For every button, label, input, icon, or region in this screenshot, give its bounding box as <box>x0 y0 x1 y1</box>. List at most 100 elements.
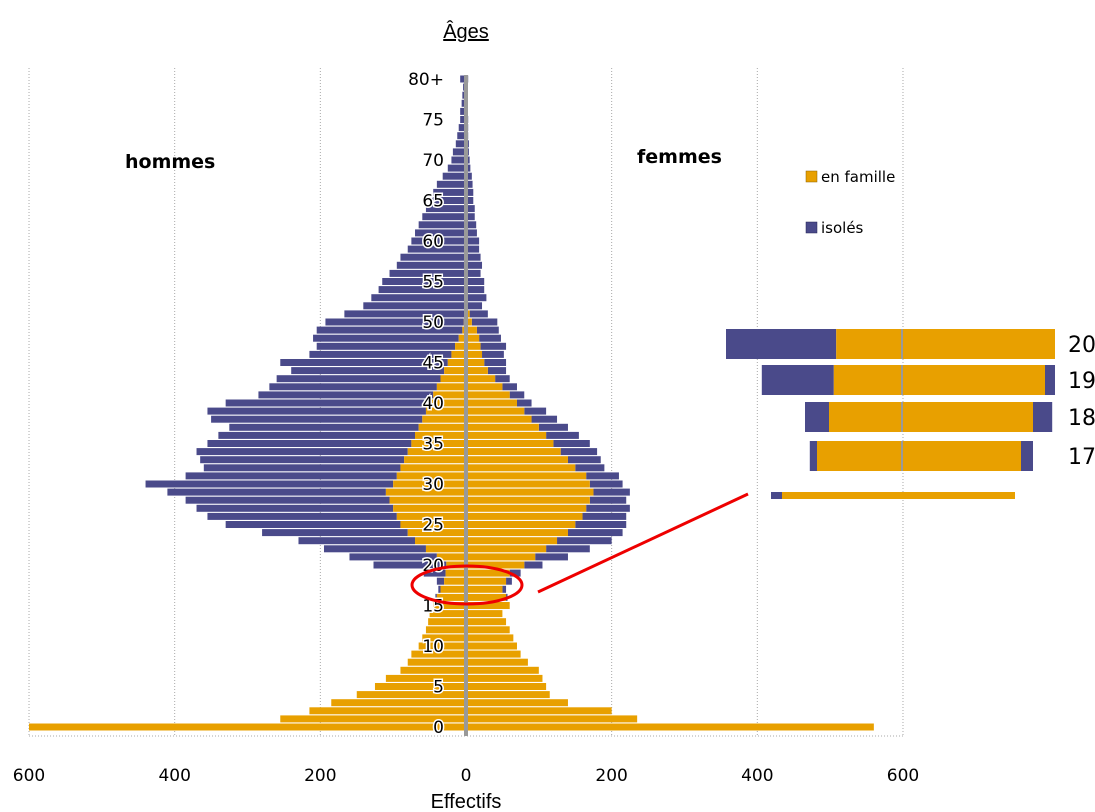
bar-men-isoles <box>415 229 466 237</box>
bar-men-isoles <box>378 286 466 294</box>
bar-men-en-famille <box>331 699 466 707</box>
bar-women-en-famille <box>466 699 568 707</box>
bar-women-isoles <box>466 245 480 253</box>
x-tick-label: 400 <box>158 766 190 786</box>
legend-swatch-en-famille <box>805 170 818 183</box>
bar-men-isoles <box>418 221 466 229</box>
bar-women-en-famille <box>466 480 590 488</box>
y-tick-label: 60 <box>422 232 444 252</box>
bar-men-isoles <box>185 472 397 480</box>
highlight-connector <box>537 492 749 594</box>
x-tick-label: 400 <box>741 766 773 786</box>
bar-men-isoles <box>200 456 405 464</box>
inset-center-axis <box>901 329 903 359</box>
bar-men-en-famille <box>389 496 466 504</box>
bar-women-en-famille <box>466 577 507 585</box>
highlight-ellipse <box>410 564 524 606</box>
inset-bar-women-en-famille <box>901 402 1033 432</box>
bar-women-isoles <box>560 448 598 456</box>
bar-men-en-famille <box>280 715 466 723</box>
bar-women-en-famille <box>466 496 590 504</box>
bar-men-isoles <box>389 269 466 277</box>
bar-men-isoles <box>457 132 466 140</box>
bar-women-en-famille <box>466 367 488 375</box>
bar-men-en-famille <box>356 691 466 699</box>
bar-men-en-famille <box>425 626 466 634</box>
bar-women-isoles <box>466 172 472 180</box>
bar-men-en-famille <box>400 521 466 528</box>
bar-women-en-famille <box>466 472 587 480</box>
x-axis-label: Effectifs <box>431 791 502 812</box>
bar-men-isoles <box>452 148 466 156</box>
bar-men-isoles <box>325 318 464 326</box>
bar-women-isoles <box>466 164 471 172</box>
bar-men-en-famille <box>411 440 466 447</box>
inset-age-label: 18 <box>1068 406 1095 431</box>
bar-men-en-famille <box>458 334 466 342</box>
bar-men-isoles <box>438 585 441 593</box>
bar-men-en-famille <box>440 585 466 593</box>
y-tick-label: 65 <box>422 192 444 212</box>
bar-women-en-famille <box>466 512 583 520</box>
y-tick-label: 30 <box>422 475 444 495</box>
bar-men-isoles <box>207 512 397 520</box>
bar-women-isoles <box>567 456 601 464</box>
bar-women-en-famille <box>466 569 510 577</box>
bar-women-isoles <box>487 367 507 375</box>
bar-men-isoles <box>262 529 408 537</box>
bar-women-en-famille <box>466 610 503 618</box>
y-tick-label: 45 <box>422 354 444 374</box>
bar-women-en-famille <box>466 658 528 666</box>
bar-women-isoles <box>466 188 474 196</box>
bar-men-isoles <box>460 116 466 123</box>
bar-women-isoles <box>495 375 510 383</box>
inset-bar-men-en-famille <box>833 365 901 395</box>
bar-women-isoles <box>535 553 568 561</box>
bar-women-en-famille <box>466 553 536 561</box>
bar-women-en-famille <box>466 683 547 690</box>
inset-bar-women-isoles <box>1045 365 1055 395</box>
bar-men-isoles <box>207 407 426 415</box>
women-side-label: femmes <box>637 146 722 168</box>
bar-men-en-famille <box>404 456 466 464</box>
bar-men-en-famille <box>429 610 466 618</box>
bar-men-isoles <box>349 553 437 561</box>
bar-women-en-famille <box>466 383 503 391</box>
y-tick-label: 0 <box>433 718 444 738</box>
bar-women-isoles <box>466 213 475 221</box>
bar-women-en-famille <box>466 488 594 496</box>
bar-women-isoles <box>524 561 543 569</box>
bar-women-isoles <box>509 569 521 577</box>
inset-bar-men-isoles <box>726 329 837 359</box>
bar-men-en-famille <box>436 383 466 391</box>
bar-men-en-famille <box>422 415 466 423</box>
center-axis <box>464 75 468 736</box>
bar-women-en-famille <box>466 326 477 334</box>
bar-men-isoles <box>258 391 434 399</box>
bar-women-en-famille <box>466 456 568 464</box>
inset-bar-men-isoles <box>805 402 829 432</box>
bar-men-isoles <box>344 310 465 318</box>
inset-bar-partial-isoles <box>771 492 782 499</box>
bar-men-isoles <box>435 593 437 601</box>
inset-age-label: 20 <box>1068 333 1095 358</box>
bar-men-en-famille <box>425 545 466 553</box>
legend-label-isoles: isolés <box>821 219 864 237</box>
bar-men-en-famille <box>393 504 466 512</box>
bar-men-isoles <box>382 278 466 285</box>
highlight-annotation <box>410 492 749 606</box>
bar-men-isoles <box>396 261 466 269</box>
y-tick-label: 35 <box>422 435 444 455</box>
bar-men-en-famille <box>411 650 466 658</box>
y-tick-label: 10 <box>422 637 444 657</box>
bar-men-en-famille <box>407 658 466 666</box>
bar-men-isoles <box>280 359 448 366</box>
bar-women-en-famille <box>466 626 510 634</box>
bar-women-en-famille <box>466 415 532 423</box>
bar-women-en-famille <box>466 691 550 699</box>
bar-women-en-famille <box>466 642 517 650</box>
bar-women-isoles <box>575 521 627 528</box>
bar-women-en-famille <box>466 715 638 723</box>
inset-age-label: 17 <box>1068 445 1095 470</box>
bar-men-isoles <box>429 197 466 204</box>
